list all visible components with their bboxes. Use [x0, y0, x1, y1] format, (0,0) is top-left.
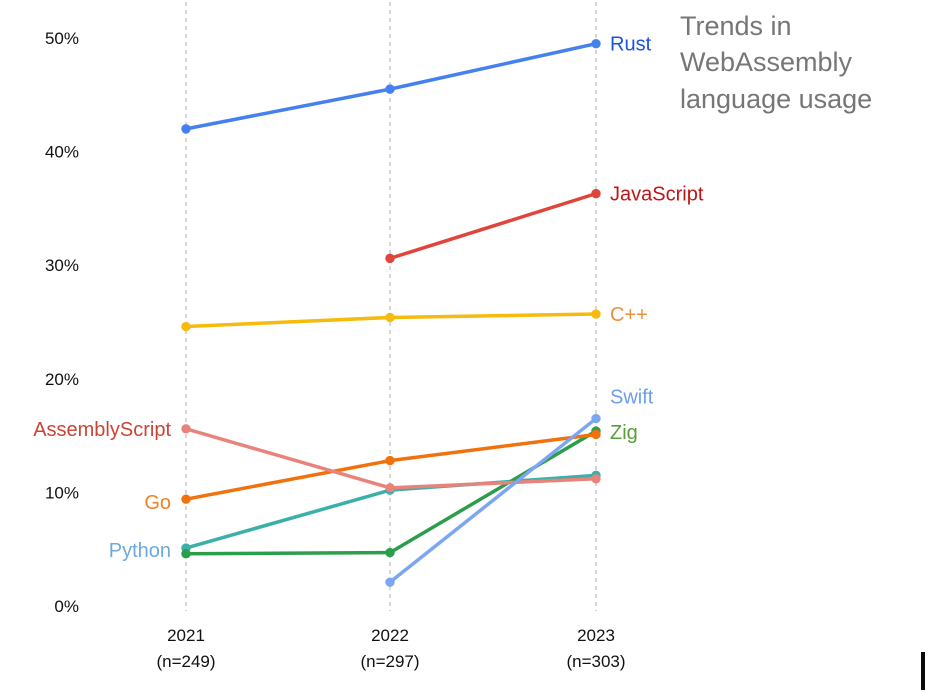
series-point-c--2022: [385, 312, 395, 323]
series-point-zig-2021: [181, 549, 191, 559]
y-tick-40: 40%: [45, 143, 79, 162]
series-point-c--2021: [181, 321, 191, 332]
series-label-swift: Swift: [610, 387, 654, 409]
x-sublabel-2021: (n=249): [156, 652, 215, 671]
x-label-2022: 2022: [371, 626, 409, 645]
series-point-swift-2023: [591, 413, 601, 424]
series-label-go: Go: [144, 492, 171, 514]
series-point-go-2021: [181, 494, 191, 504]
y-tick-30: 30%: [45, 256, 79, 275]
series-label-python: Python: [109, 540, 171, 562]
series-label-zig: Zig: [610, 422, 638, 444]
series-point-go-2022: [385, 455, 395, 466]
series-label-rust: Rust: [610, 34, 652, 56]
series-point-rust-2023: [591, 38, 601, 49]
x-label-2021: 2021: [167, 626, 205, 645]
series-point-rust-2021: [181, 124, 191, 134]
chart-title: Trends in WebAssembly language usage: [680, 11, 873, 114]
series-point-go-2023: [591, 429, 601, 440]
series-point-c--2023: [591, 309, 601, 319]
series-point-swift-2022: [385, 577, 395, 587]
y-tick-0: 0%: [54, 597, 79, 616]
series-point-assemblyscript-2021: [181, 424, 191, 434]
series-point-javascript-2023: [591, 188, 601, 199]
y-tick-20: 20%: [45, 370, 79, 389]
y-tick-10: 10%: [45, 483, 79, 502]
y-tick-50: 50%: [45, 29, 79, 48]
x-sublabel-2022: (n=297): [360, 652, 419, 671]
series-point-assemblyscript-2022: [385, 483, 395, 493]
x-sublabel-2023: (n=303): [566, 652, 625, 671]
series-point-assemblyscript-2023: [591, 474, 601, 484]
series-label-javascript: JavaScript: [610, 184, 704, 206]
x-label-2023: 2023: [577, 626, 615, 645]
series-point-javascript-2022: [385, 253, 395, 264]
series-line-javascript: [388, 191, 598, 261]
series-label-c-: C++: [610, 304, 648, 326]
series-point-zig-2022: [385, 547, 395, 558]
text-cursor: [921, 652, 925, 690]
series-line-swift: [388, 416, 598, 584]
series-label-assemblyscript: AssemblyScript: [33, 419, 171, 441]
series-point-rust-2022: [385, 84, 395, 94]
